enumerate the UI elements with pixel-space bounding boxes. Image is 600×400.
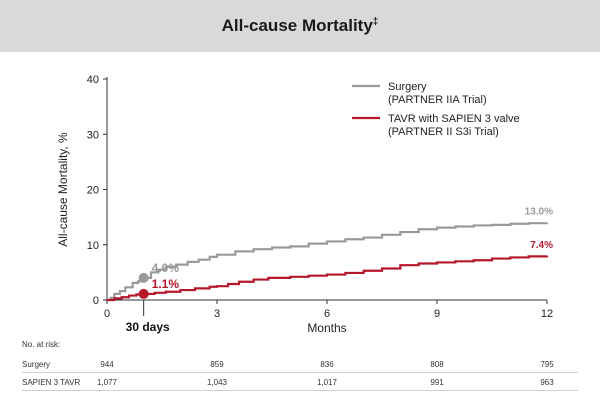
series-tavr-30day-label: 1.1%: [152, 277, 180, 291]
legend-surgery-subname: (PARTNER IIA Trial): [388, 94, 487, 106]
x-tick-label: 12: [541, 308, 553, 320]
risk-row-sapien3-tavr: SAPIEN 3 TAVR 1,077 1,043 1,017 991 963: [0, 374, 600, 392]
chart-title-text: All-cause Mortality: [221, 16, 373, 35]
risk-value: 963: [540, 378, 554, 387]
risk-value: 1,077: [96, 378, 118, 387]
mortality-chart: 0 10 20 30 40 0 3 6 9 12 30 days 4.0% 13.0% 1.1% 7.4%…: [56, 74, 553, 335]
risk-value: 859: [210, 360, 224, 369]
x-tick-label: 3: [214, 308, 220, 320]
series-surgery-30day-label: 4.0%: [152, 261, 180, 275]
chart-title: All-cause Mortality‡: [222, 16, 379, 36]
y-tick-label: 40: [87, 74, 99, 86]
y-tick-label: 0: [93, 295, 99, 307]
risk-row-surgery: Surgery 944 859 836 808 795: [0, 356, 600, 374]
x-axis-label: Months: [307, 321, 346, 335]
legend-tavr-name: TAVR with SAPIEN 3 valve: [388, 113, 520, 125]
title-footnote-mark: ‡: [372, 16, 379, 28]
chart-axes: 0 10 20 30 40 0 3 6 9 12 30 days: [87, 74, 553, 334]
series-surgery-30day-marker: [138, 272, 149, 283]
x-tick-label: 6: [324, 308, 330, 320]
y-tick-label: 20: [87, 185, 99, 197]
x-tick-label: 9: [434, 308, 440, 320]
series-surgery-line: [107, 222, 549, 302]
x-tick-label: 0: [104, 308, 110, 320]
series-tavr-end-label: 7.4%: [530, 240, 553, 251]
risk-table-divider: [22, 390, 578, 391]
risk-table-title: No. at risk:: [22, 340, 61, 349]
series-layer: 4.0% 13.0% 1.1% 7.4%: [107, 207, 553, 302]
risk-row-label: SAPIEN 3 TAVR: [22, 378, 81, 387]
risk-value: 808: [430, 360, 444, 369]
risk-value: 795: [540, 360, 554, 369]
risk-row-label: Surgery: [22, 360, 51, 369]
series-tavr-30day-marker: [138, 288, 149, 299]
risk-value: 1,043: [206, 378, 228, 387]
y-tick-label: 10: [87, 240, 99, 252]
highlight-tick-label: 30 days: [126, 320, 170, 334]
risk-value: 1,017: [316, 378, 338, 387]
risk-value: 836: [320, 360, 334, 369]
legend-surgery-name: Surgery: [388, 81, 427, 93]
chart-legend: Surgery(PARTNER IIA Trial) TAVR with SAPI…: [352, 81, 520, 138]
risk-table-divider: [22, 372, 578, 373]
risk-value: 944: [100, 360, 114, 369]
title-bar: All-cause Mortality‡: [0, 0, 600, 52]
risk-value: 991: [430, 378, 444, 387]
y-tick-label: 30: [87, 129, 99, 141]
series-surgery-end-label: 13.0%: [525, 207, 553, 218]
y-axis-label: All-cause Mortality, %: [56, 132, 70, 247]
legend-tavr-subname: (PARTNER II S3i Trial): [388, 126, 499, 138]
